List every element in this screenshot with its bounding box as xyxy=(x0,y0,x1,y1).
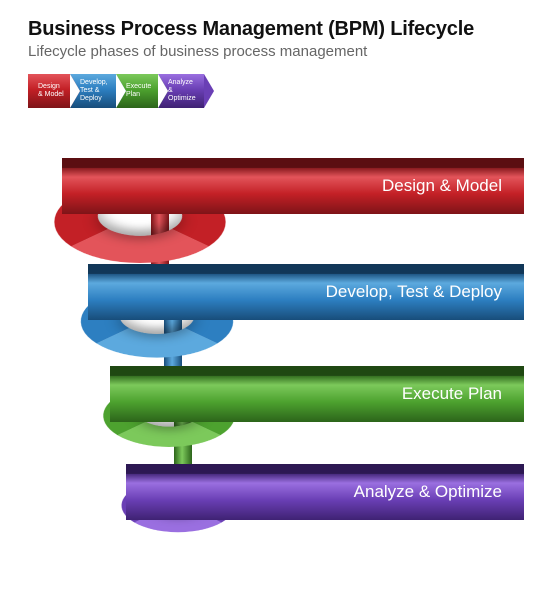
ribbon-label: Develop, Test & Deploy xyxy=(326,282,524,302)
phase-chevron-row: Design & Model Develop, Test & Deploy Exec… xyxy=(28,74,554,108)
chevron-phase-1: Develop, Test & Deploy xyxy=(70,74,116,108)
ribbon-0: Design & Model xyxy=(62,158,524,214)
ribbon-label: Analyze & Optimize xyxy=(354,482,524,502)
chevron-label: Analyze & Optimize xyxy=(168,79,198,102)
header: Business Process Management (BPM) Lifecy… xyxy=(0,0,554,64)
chevron-label: Execute Plan xyxy=(126,83,151,98)
chevron-label: Design & Model xyxy=(38,83,64,98)
ribbon-1: Develop, Test & Deploy xyxy=(88,264,524,320)
page-subtitle: Lifecycle phases of business process man… xyxy=(28,43,526,60)
chevron-phase-0: Design & Model xyxy=(28,74,70,108)
page-title: Business Process Management (BPM) Lifecy… xyxy=(28,18,526,41)
ribbon-3: Analyze & Optimize xyxy=(126,464,524,520)
chevron-phase-3: Analyze & Optimize xyxy=(158,74,204,108)
ribbon-label: Execute Plan xyxy=(402,384,524,404)
ribbon-label: Design & Model xyxy=(382,176,524,196)
ribbon-stack: Design & Model Develop, Test & Deploy Exec… xyxy=(0,134,554,564)
chevron-label: Develop, Test & Deploy xyxy=(80,79,108,102)
ribbon-2: Execute Plan xyxy=(110,366,524,422)
chevron-phase-2: Execute Plan xyxy=(116,74,158,108)
